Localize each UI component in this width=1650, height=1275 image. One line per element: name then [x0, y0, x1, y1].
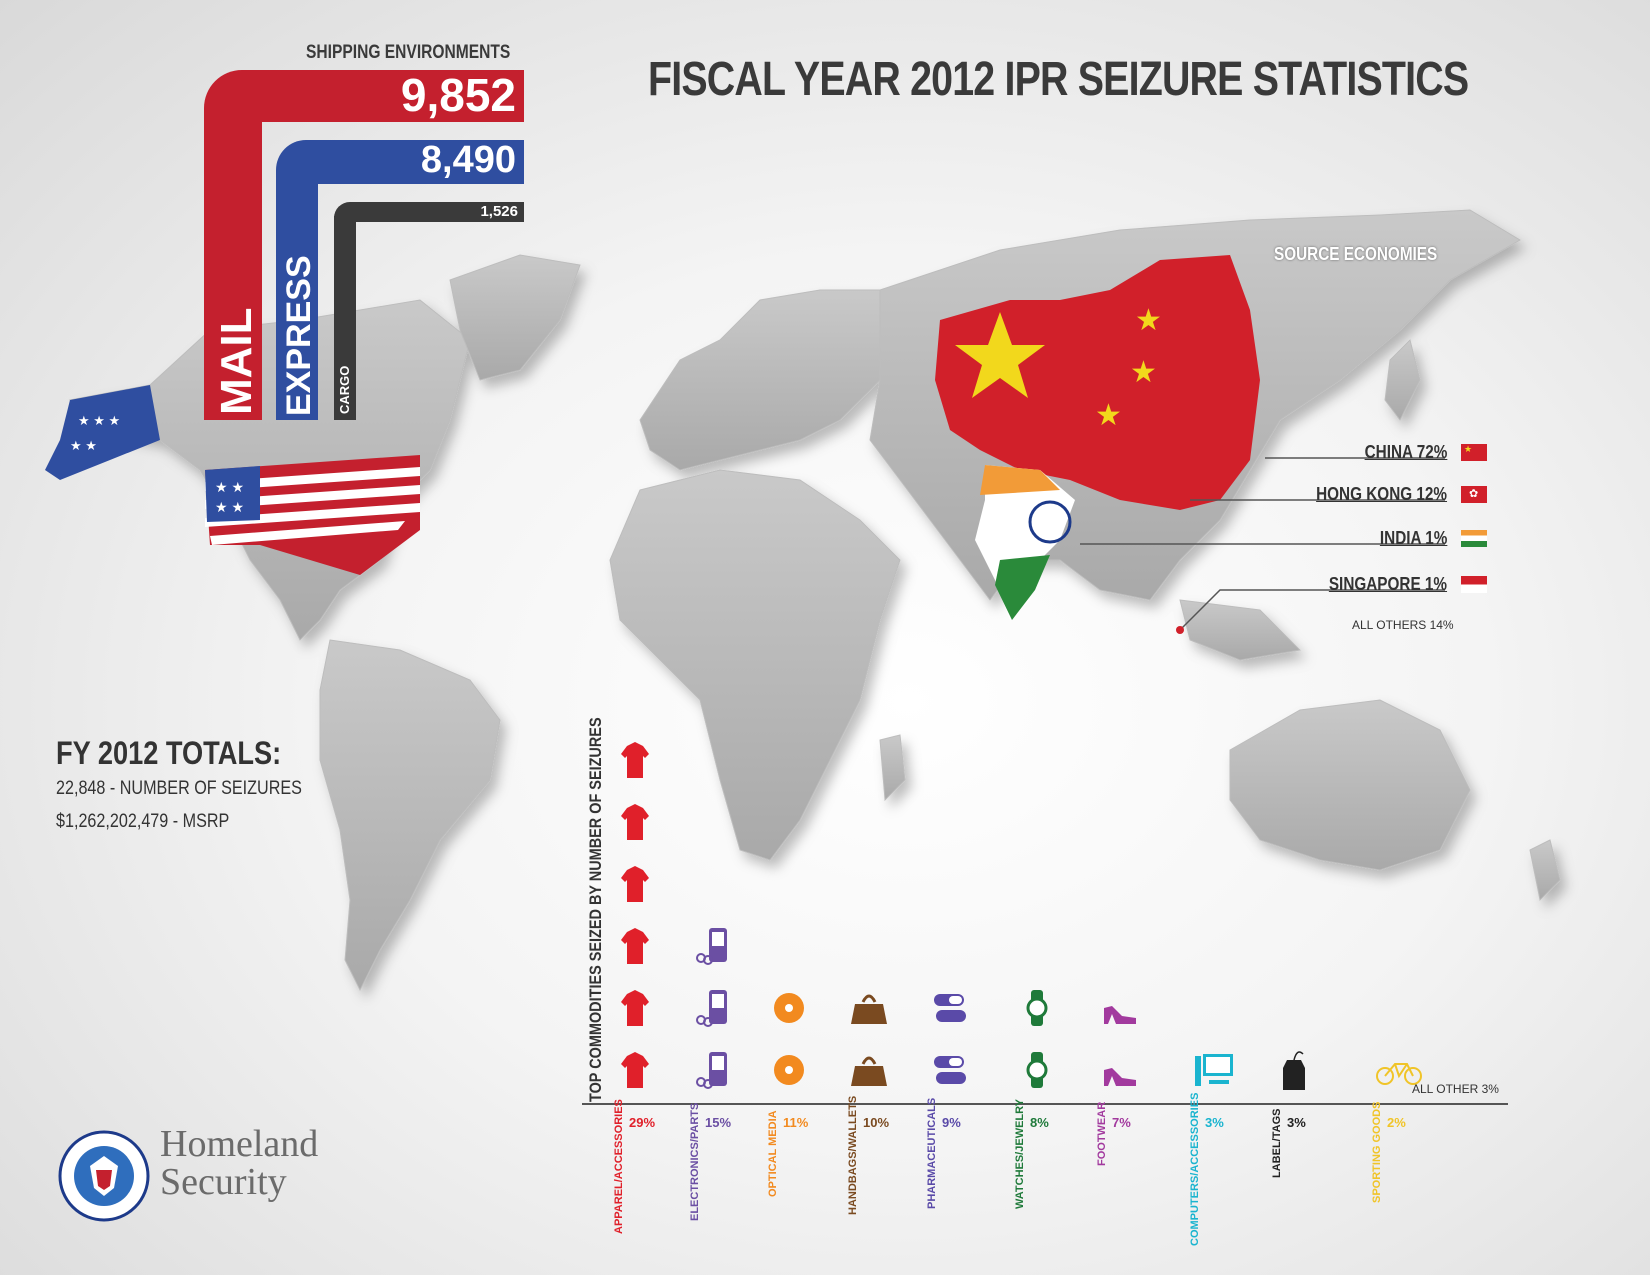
category-value: 3% — [1287, 1115, 1306, 1130]
category-value: 3% — [1205, 1115, 1224, 1130]
alaska-flag-region: ★ ★ ★ ★ ★ — [45, 385, 160, 480]
usa-flag-region: ★ ★ ★ ★ — [205, 455, 420, 575]
mail-stem: MAIL — [204, 110, 262, 420]
shoe-icon — [1104, 1068, 1136, 1086]
express-label: EXPRESS — [280, 255, 318, 416]
category-value: 8% — [1030, 1115, 1049, 1130]
dhs-name: Homeland Security — [160, 1125, 318, 1201]
india-flag-region — [975, 465, 1075, 620]
mail-value: 9,852 — [400, 69, 516, 121]
cargo-bar: 1,526 — [334, 202, 524, 222]
category-value: 11% — [783, 1115, 809, 1130]
singapore-flag-icon — [1461, 576, 1487, 593]
svg-text:★: ★ — [1095, 399, 1122, 432]
category-label: PHARMACEUTICALS — [926, 1097, 938, 1209]
express-stem: EXPRESS — [276, 176, 318, 420]
svg-text:★: ★ — [1130, 356, 1157, 389]
category-label: HANDBAGS/WALLETS — [847, 1096, 859, 1216]
shipping-title: SHIPPING ENVIRONMENTS — [306, 42, 511, 63]
category-label: SPORTING GOODS — [1371, 1101, 1383, 1203]
computer-icon — [1195, 1054, 1233, 1086]
mail-bar: 9,852 — [204, 69, 524, 122]
svg-text:★ ★: ★ ★ — [70, 438, 97, 453]
dhs-name-line2: Security — [160, 1161, 287, 1203]
source-others: ALL OTHERS 14% — [1352, 618, 1454, 632]
shirt-icon — [621, 804, 649, 840]
category-label: WATCHES/JEWELRY — [1014, 1098, 1026, 1209]
india-flag-icon — [1461, 530, 1487, 547]
svg-text:★: ★ — [1135, 304, 1162, 337]
hongkong-flag-icon: ✿ — [1461, 486, 1487, 503]
source-title: SOURCE ECONOMIES — [1274, 244, 1438, 264]
source-singapore-label: SINGAPORE 1% — [1328, 574, 1447, 594]
dhs-name-line1: Homeland — [160, 1123, 319, 1165]
commodities-ylabel: TOP COMMODITIES SEIZED BY NUMBER OF SEIZ… — [586, 717, 605, 1102]
phone-icon — [696, 928, 727, 965]
handbag-icon — [851, 1056, 887, 1086]
shirt-icon — [621, 866, 649, 902]
svg-text:★ ★: ★ ★ — [215, 479, 244, 495]
watch-icon — [1026, 990, 1048, 1026]
category-label: ELECTRONICS/PARTS — [689, 1103, 701, 1222]
category-value: 10% — [863, 1115, 890, 1130]
phone-icon — [696, 1052, 727, 1089]
cargo-value: 1,526 — [480, 203, 518, 220]
source-hongkong-label: HONG KONG 12% — [1316, 484, 1447, 504]
totals-seizures: 22,848 - NUMBER OF SEIZURES — [56, 778, 302, 799]
shirt-icon — [621, 928, 649, 964]
totals-title: FY 2012 TOTALS: — [56, 735, 282, 771]
disc-icon — [774, 1055, 804, 1085]
category-label: LABEL/TAGS — [1271, 1108, 1283, 1178]
cargo-label: CARGO — [337, 365, 352, 414]
china-flag-icon: ★ — [1461, 444, 1487, 461]
source-india-label: INDIA 1% — [1379, 528, 1447, 548]
bicycle-icon — [1376, 1063, 1422, 1085]
category-label: FOOTWEAR — [1096, 1101, 1108, 1166]
mail-label: MAIL — [212, 307, 261, 415]
category-value: 15% — [705, 1115, 732, 1130]
totals-msrp: $1,262,202,479 - MSRP — [56, 811, 230, 832]
category-value: 2% — [1387, 1115, 1406, 1130]
category-label: APPAREL/ACCESSORIES — [613, 1098, 625, 1234]
cargo-stem: CARGO — [334, 216, 356, 420]
source-china-label: CHINA 72% — [1364, 442, 1447, 462]
category-value: 7% — [1112, 1115, 1131, 1130]
china-flag-region: ★ ★ ★ — [935, 255, 1260, 510]
pill-icon — [934, 994, 966, 1022]
category-value: 9% — [942, 1115, 961, 1130]
category-label: COMPUTERS/ACCESSORIES — [1189, 1092, 1201, 1247]
pill-icon — [934, 1056, 966, 1084]
tag-icon — [1283, 1051, 1305, 1090]
category-label: OPTICAL MEDIA — [767, 1110, 779, 1197]
dhs-seal-icon — [58, 1130, 150, 1222]
page-title: FISCAL YEAR 2012 IPR SEIZURE STATISTICS — [648, 53, 1469, 106]
shirt-icon — [621, 1052, 649, 1088]
all-other-label: ALL OTHER 3% — [1412, 1082, 1499, 1096]
watch-icon — [1026, 1052, 1048, 1088]
shirt-icon — [621, 742, 649, 778]
category-value: 29% — [629, 1115, 656, 1130]
svg-text:★ ★: ★ ★ — [215, 499, 244, 515]
shirt-icon — [621, 990, 649, 1026]
express-value: 8,490 — [420, 139, 516, 181]
handbag-icon — [851, 994, 887, 1024]
disc-icon — [774, 993, 804, 1023]
phone-icon — [696, 990, 727, 1027]
shoe-icon — [1104, 1006, 1136, 1024]
svg-text:★ ★ ★: ★ ★ ★ — [78, 413, 120, 428]
